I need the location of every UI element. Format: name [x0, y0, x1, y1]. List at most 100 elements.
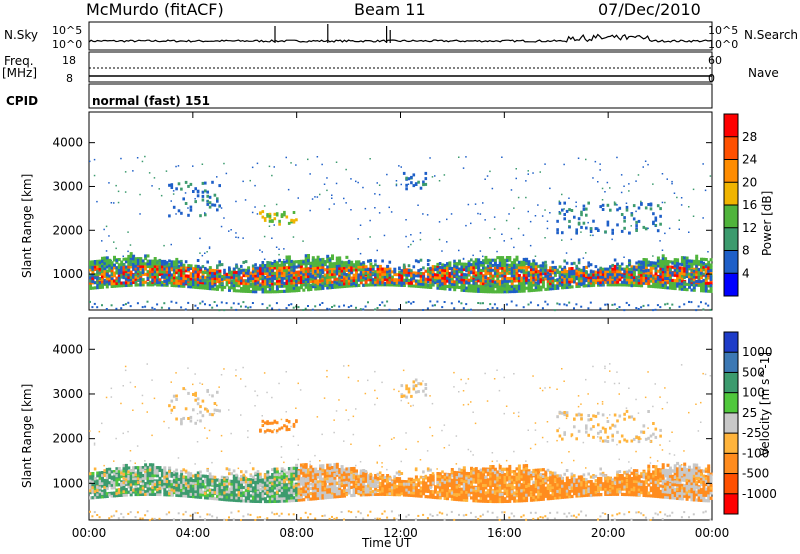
- range-cell: [539, 171, 541, 173]
- range-cell: [659, 285, 663, 289]
- range-cell: [297, 286, 301, 290]
- range-cell: [223, 498, 227, 502]
- range-cell: [134, 479, 138, 483]
- range-cell: [460, 280, 464, 284]
- range-cell: [393, 270, 397, 274]
- range-cell: [676, 258, 680, 262]
- range-cell: [295, 265, 299, 269]
- range-cell: [199, 302, 202, 305]
- range-cell: [326, 268, 330, 272]
- range-cell: [124, 277, 128, 281]
- range-cell: [367, 268, 370, 271]
- range-cell: [589, 276, 593, 280]
- range-cell: [575, 231, 578, 235]
- range-cell: [635, 261, 638, 265]
- range-cell: [474, 266, 478, 270]
- range-cell: [652, 255, 654, 257]
- range-cell: [417, 269, 421, 273]
- range-cell: [438, 283, 442, 287]
- range-cell: [189, 282, 193, 286]
- range-cell: [287, 472, 291, 476]
- range-cell: [525, 270, 529, 274]
- range-cell: [103, 470, 107, 474]
- range-cell: [316, 258, 320, 262]
- range-cell: [568, 272, 571, 276]
- range-cell: [172, 205, 176, 209]
- range-cell: [676, 276, 680, 280]
- range-cell: [144, 254, 148, 258]
- range-cell: [513, 271, 517, 275]
- range-cell: [359, 268, 363, 272]
- range-cell: [316, 274, 320, 278]
- range-cell: [664, 272, 668, 276]
- range-cell: [280, 456, 283, 458]
- range-cell: [124, 191, 127, 193]
- range-cell: [139, 471, 143, 475]
- range-cell: [146, 259, 150, 263]
- range-cell: [206, 260, 209, 264]
- range-cell: [196, 270, 200, 274]
- range-cell: [297, 276, 301, 280]
- range-cell: [362, 262, 366, 266]
- range-cell: [489, 258, 493, 262]
- range-cell: [242, 281, 246, 285]
- range-cell: [551, 279, 555, 283]
- range-cell: [541, 280, 545, 284]
- range-cell: [266, 214, 269, 218]
- range-cell: [122, 284, 126, 288]
- range-cell: [417, 282, 421, 286]
- range-cell: [462, 278, 466, 282]
- range-cell: [496, 277, 500, 281]
- range-cell: [170, 485, 174, 489]
- range-cell: [237, 482, 241, 487]
- range-cell: [446, 218, 448, 221]
- range-cell: [616, 280, 620, 284]
- range-cell: [141, 259, 145, 263]
- range-cell: [601, 187, 604, 190]
- range-cell: [580, 210, 583, 214]
- range-cell: [290, 265, 294, 269]
- range-cell: [498, 285, 502, 289]
- range-cell: [290, 303, 293, 306]
- range-cell: [101, 495, 104, 499]
- range-cell: [287, 221, 291, 225]
- range-cell: [290, 284, 294, 288]
- range-cell: [263, 491, 267, 495]
- range-cell: [561, 267, 564, 271]
- range-cell: [484, 258, 488, 262]
- range-cell: [424, 277, 428, 281]
- range-cell: [144, 476, 148, 480]
- range-cell: [517, 287, 521, 291]
- range-cell: [263, 271, 267, 275]
- range-cell: [136, 511, 139, 514]
- range-cell: [187, 391, 190, 395]
- range-cell: [558, 278, 562, 282]
- range-cell: [251, 480, 255, 485]
- range-cell: [637, 281, 641, 285]
- range-cell: [290, 425, 292, 428]
- range-cell: [692, 267, 696, 271]
- range-cell: [436, 270, 440, 274]
- range-cell: [208, 266, 212, 270]
- range-cell: [652, 183, 654, 185]
- range-cell: [359, 281, 363, 285]
- range-cell: [151, 272, 154, 276]
- range-cell: [688, 283, 691, 287]
- range-cell: [187, 184, 190, 188]
- range-cell: [405, 268, 409, 272]
- range-cell: [242, 477, 246, 482]
- range-cell: [402, 278, 406, 282]
- range-cell: [666, 265, 670, 269]
- range-cell: [357, 276, 360, 280]
- range-cell: [395, 281, 399, 285]
- range-cell: [240, 378, 242, 380]
- range-cell: [632, 281, 636, 285]
- range-cell: [513, 284, 517, 288]
- range-cell: [285, 488, 289, 492]
- range-cell: [458, 285, 461, 289]
- range-cell: [225, 275, 229, 279]
- range-cell: [283, 271, 287, 275]
- range-cell: [216, 489, 219, 493]
- range-cell: [355, 278, 358, 282]
- range-cell: [201, 383, 204, 385]
